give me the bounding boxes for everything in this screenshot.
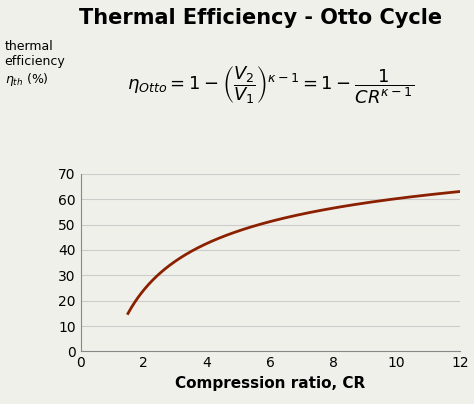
Text: Thermal Efficiency - Otto Cycle: Thermal Efficiency - Otto Cycle <box>79 8 442 28</box>
Text: thermal
efficiency
$\eta_{th}$ (%): thermal efficiency $\eta_{th}$ (%) <box>5 40 65 88</box>
X-axis label: Compression ratio, CR: Compression ratio, CR <box>175 376 365 391</box>
Text: $\eta_{Otto} = 1 - \left(\dfrac{V_2}{V_1}\right)^{\kappa-1} = 1 - \dfrac{1}{CR^{: $\eta_{Otto} = 1 - \left(\dfrac{V_2}{V_1… <box>127 64 414 106</box>
